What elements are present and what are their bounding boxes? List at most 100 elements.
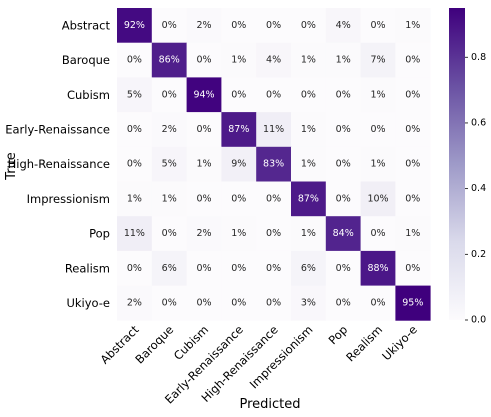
cell-value-label: 5% [162,159,177,170]
heatmap-cell [360,250,396,286]
y-tick-label: High-Renaissance [8,157,110,171]
heatmap-cell [221,42,257,78]
heatmap-cell [395,42,431,78]
heatmap-cell [291,216,327,252]
cell-value-label: 4% [336,20,351,31]
heatmap-cell [291,8,327,44]
cell-value-label: 0% [336,124,351,135]
heatmap-cell [325,250,361,286]
heatmap-cell [151,181,187,217]
heatmap-cell [117,181,153,217]
heatmap-cell [117,112,153,148]
cell-value-label: 0% [336,297,351,308]
cell-value-label: 0% [336,263,351,274]
heatmap-cell [186,77,222,113]
cell-value-label: 95% [402,297,423,308]
heatmap-cell [360,77,396,113]
cell-value-label: 0% [196,124,211,135]
cell-value-label: 0% [162,20,177,31]
y-tick-labels: Abstract Baroque Cubism Early-Renaissance Hi… [5,18,110,310]
cell-value-label: 1% [301,124,316,135]
heatmap-cell [186,146,222,182]
cell-value-label: 1% [301,55,316,66]
heatmap-cell [151,285,187,321]
colorbar [449,8,465,320]
cell-value-label: 0% [405,159,420,170]
heatmap-cell [221,181,257,217]
cell-value-label: 11% [263,124,284,135]
cell-value-label: 87% [228,124,249,135]
cell-value-label: 1% [370,89,385,100]
heatmap-cell [117,42,153,78]
heatmap-cell [325,216,361,252]
colorbar-tick-label: 0.8 [471,52,486,63]
cell-value-label: 0% [336,159,351,170]
cell-value-label: 0% [162,89,177,100]
cell-value-label: 0% [127,159,142,170]
cell-value-label: 0% [405,124,420,135]
cell-value-label: 1% [405,20,420,31]
y-tick-label: Cubism [67,88,110,102]
heatmap-cell [186,216,222,252]
heatmap-cell [395,146,431,182]
cell-value-label: 0% [196,297,211,308]
colorbar-ticks: 0.0 0.2 0.4 0.6 0.8 [465,52,486,326]
x-tick-label: Impressionism [247,323,316,392]
heatmap-cell [186,285,222,321]
heatmap-cell [117,77,153,113]
heatmap-cell [117,216,153,252]
cell-value-label: 0% [162,228,177,239]
cell-value-label: 0% [266,263,281,274]
colorbar-tick-label: 0.6 [471,117,486,128]
cell-value-label: 7% [370,55,385,66]
heatmap-cell [256,146,292,182]
heatmap-cell [395,8,431,44]
heatmap-cells: 92% 0% 2% 0% 0% 0% 4% 0% 1% 0% 86% 0% 1% 4% 1% 1% 7% 0% 5%… [117,8,431,321]
heatmap-cell [325,8,361,44]
y-tick-label: Ukiyo-e [66,296,110,310]
heatmap-cell [151,112,187,148]
x-tick-label: Realism [343,323,385,365]
y-tick-label: Pop [89,227,110,241]
heatmap-cell [151,8,187,44]
cell-value-label: 1% [231,55,246,66]
cell-value-label: 0% [266,20,281,31]
cell-value-label: 0% [370,124,385,135]
cell-value-label: 0% [405,89,420,100]
heatmap-cell [186,112,222,148]
heatmap-cell [221,285,257,321]
cell-value-label: 0% [370,297,385,308]
heatmap-cell [291,77,327,113]
heatmap-cell [256,8,292,44]
cell-value-label: 92% [124,20,145,31]
cell-value-label: 2% [196,228,211,239]
cell-value-label: 1% [405,228,420,239]
cell-value-label: 87% [298,193,319,204]
y-tick-label: Abstract [62,18,111,32]
cell-value-label: 1% [162,193,177,204]
heatmap-cell [117,250,153,286]
cell-value-label: 0% [266,89,281,100]
cell-value-label: 88% [367,263,388,274]
cell-value-label: 0% [301,89,316,100]
cell-value-label: 0% [405,193,420,204]
heatmap-cell [395,285,431,321]
cell-value-label: 4% [266,55,281,66]
cell-value-label: 0% [231,89,246,100]
x-tick-label: Ukiyo-e [379,323,420,364]
cell-value-label: 0% [336,89,351,100]
heatmap-cell [395,77,431,113]
heatmap-cell [151,146,187,182]
heatmap-cell [291,285,327,321]
heatmap-cell [256,285,292,321]
heatmap-cell [256,42,292,78]
heatmap-cell [395,250,431,286]
heatmap-cell [395,181,431,217]
heatmap-cell [221,146,257,182]
cell-value-label: 0% [127,55,142,66]
cell-value-label: 83% [263,159,284,170]
x-axis-label: Predicted [239,397,300,412]
heatmap-cell [221,77,257,113]
cell-value-label: 0% [266,297,281,308]
